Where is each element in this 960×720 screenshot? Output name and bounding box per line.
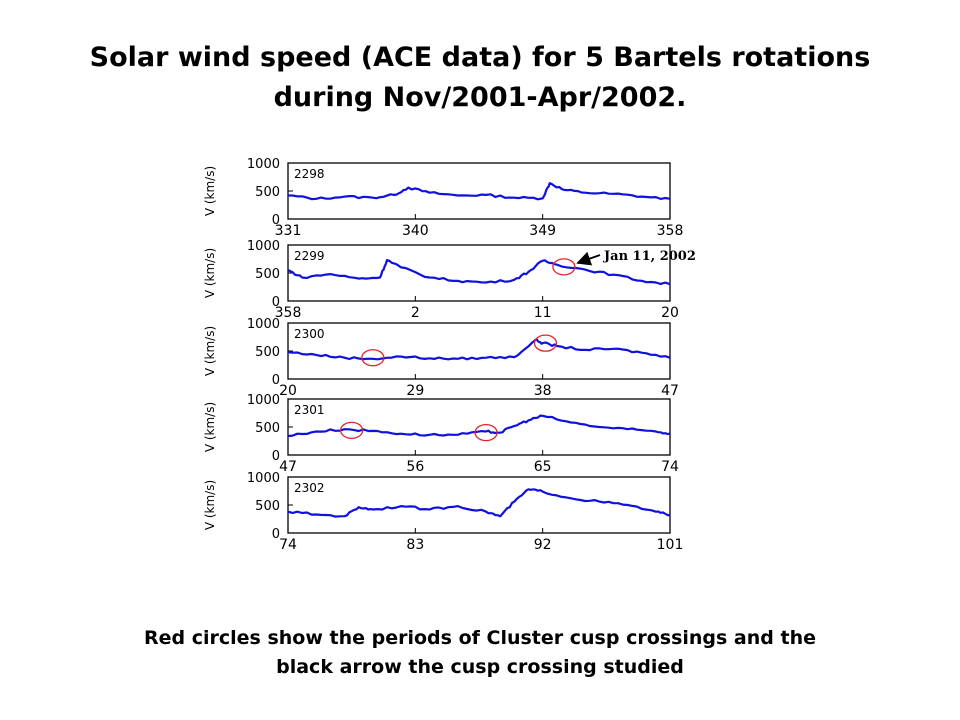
cusp-crossing-circle — [533, 334, 558, 352]
x-tick-label: 38 — [534, 383, 552, 399]
x-tick-label: 74 — [279, 537, 297, 553]
cusp-arrow — [576, 251, 601, 266]
y-tick-label: 500 — [255, 421, 280, 436]
y-tick-label: 1000 — [247, 317, 280, 332]
x-tick-label: 358 — [275, 305, 302, 321]
cusp-crossing-circle — [474, 423, 498, 442]
x-tick-label: 47 — [279, 459, 297, 475]
y-tick-label: 500 — [255, 185, 280, 200]
y-tick-label: 500 — [255, 267, 280, 282]
x-tick-label: 92 — [534, 537, 552, 553]
y-tick-label: 0 — [272, 449, 280, 464]
x-tick-label: 65 — [534, 459, 552, 475]
x-tick-label: 29 — [406, 383, 424, 399]
series-line-2299 — [287, 259, 671, 286]
caption-line-1: Red circles show the periods of Cluster … — [144, 627, 816, 649]
y-tick-label: 0 — [272, 373, 280, 388]
panel-frame-2298 — [287, 162, 671, 220]
y-axis-label: V (km/s) — [203, 480, 217, 530]
series-line-2300 — [287, 338, 671, 361]
y-axis-label: V (km/s) — [203, 248, 217, 298]
y-tick-label: 1000 — [247, 239, 280, 254]
x-tick-label: 20 — [661, 305, 679, 321]
title-line-1: Solar wind speed (ACE data) for 5 Bartel… — [89, 42, 871, 73]
x-tick-label: 349 — [529, 223, 556, 239]
rotation-number: 2298 — [294, 167, 325, 181]
y-tick-label: 1000 — [247, 393, 280, 408]
y-tick-label: 0 — [272, 213, 280, 228]
y-axis-label: V (km/s) — [203, 166, 217, 216]
y-axis-label: V (km/s) — [203, 402, 217, 452]
series-line-2302 — [287, 488, 670, 518]
y-tick-label: 500 — [255, 499, 280, 514]
cusp-crossing-circle — [361, 349, 385, 367]
y-axis-label: V (km/s) — [203, 326, 217, 376]
x-tick-label: 11 — [534, 305, 552, 321]
x-tick-label: 2 — [411, 305, 420, 321]
panel-frame-2302 — [287, 476, 671, 534]
x-tick-label: 83 — [406, 537, 424, 553]
x-tick-label: 101 — [657, 537, 684, 553]
y-tick-label: 0 — [272, 527, 280, 542]
y-tick-label: 0 — [272, 295, 280, 310]
y-tick-label: 500 — [255, 345, 280, 360]
x-tick-label: 56 — [406, 459, 424, 475]
x-tick-label: 74 — [661, 459, 679, 475]
y-tick-label: 1000 — [247, 157, 280, 172]
cusp-crossing-circle — [340, 421, 364, 440]
x-tick-label: 358 — [657, 223, 684, 239]
figure-caption: Red circles show the periods of Cluster … — [40, 624, 920, 682]
series-line-2298 — [288, 182, 671, 201]
x-tick-label: 340 — [402, 223, 429, 239]
y-tick-label: 1000 — [247, 471, 280, 486]
rotation-number: 2302 — [294, 481, 325, 495]
x-tick-label: 47 — [661, 383, 679, 399]
rotation-number: 2299 — [294, 249, 325, 263]
rotation-number: 2300 — [294, 327, 325, 341]
series-line-2301 — [287, 414, 671, 438]
panel-frame-2300 — [287, 322, 671, 380]
page-title: Solar wind speed (ACE data) for 5 Bartel… — [40, 38, 920, 118]
x-tick-label: 20 — [279, 383, 297, 399]
annotation-label: Jan 11, 2002 — [603, 249, 696, 264]
x-tick-label: 331 — [275, 223, 302, 239]
rotation-number: 2301 — [294, 403, 325, 417]
caption-line-2: black arrow the cusp crossing studied — [276, 656, 684, 678]
title-line-2: during Nov/2001-Apr/2002. — [273, 82, 687, 113]
cusp-crossing-circle — [552, 258, 576, 276]
